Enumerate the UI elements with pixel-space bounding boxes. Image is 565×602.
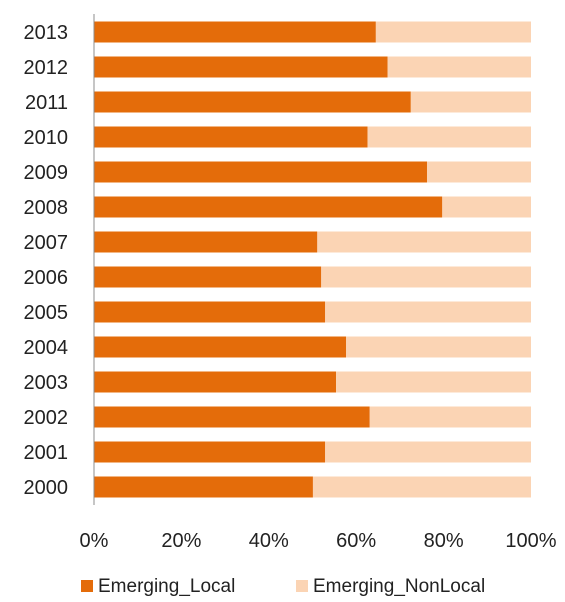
bars-layer: [94, 21, 531, 498]
bar-nonlocal-2003: [336, 371, 531, 393]
legend: Emerging_Local Emerging_NonLocal: [81, 576, 485, 597]
legend-swatch-nonlocal: [296, 580, 308, 592]
x-tick-label-5: 100%: [505, 530, 556, 552]
bar-local-2000: [94, 476, 313, 498]
y-tick-label-2009: 2009: [24, 162, 69, 184]
y-tick-label-2012: 2012: [24, 57, 69, 79]
y-tick-labels: 2013 2012 2011 2010 2009 2008 2007 2006 2005 2004…: [24, 22, 69, 499]
bar-local-2013: [94, 21, 376, 43]
x-tick-label-2: 40%: [249, 530, 289, 552]
x-tick-label-0: 0%: [80, 530, 109, 552]
bar-nonlocal-2007: [317, 231, 531, 253]
y-tick-label-2013: 2013: [24, 22, 69, 44]
bar-local-2008: [94, 196, 443, 218]
bar-nonlocal-2002: [369, 406, 531, 428]
bar-local-2010: [94, 126, 368, 148]
x-tick-label-1: 20%: [161, 530, 201, 552]
bar-nonlocal-2013: [375, 21, 531, 43]
y-tick-label-2002: 2002: [24, 407, 69, 429]
bar-local-2011: [94, 91, 411, 113]
bar-nonlocal-2005: [325, 301, 531, 323]
y-tick-label-2010: 2010: [24, 127, 69, 149]
y-tick-label-2007: 2007: [24, 232, 69, 254]
legend-label-nonlocal: Emerging_NonLocal: [313, 576, 485, 597]
bar-nonlocal-2009: [426, 161, 531, 183]
x-tick-label-3: 60%: [336, 530, 376, 552]
bar-nonlocal-2004: [346, 336, 531, 358]
legend-label-local: Emerging_Local: [98, 576, 235, 597]
bar-nonlocal-2000: [312, 476, 531, 498]
y-tick-label-2000: 2000: [24, 477, 69, 499]
bar-local-2003: [94, 371, 337, 393]
y-tick-label-2011: 2011: [25, 92, 68, 114]
y-tick-label-2004: 2004: [24, 337, 69, 359]
bar-local-2006: [94, 266, 322, 288]
bar-local-2002: [94, 406, 370, 428]
bar-nonlocal-2006: [321, 266, 531, 288]
y-tick-label-2008: 2008: [24, 197, 69, 219]
bar-nonlocal-2011: [410, 91, 531, 113]
legend-swatch-local: [81, 580, 93, 592]
bar-local-2004: [94, 336, 347, 358]
bar-local-2012: [94, 56, 388, 78]
y-tick-label-2003: 2003: [24, 372, 69, 394]
bar-nonlocal-2012: [387, 56, 531, 78]
x-tick-label-4: 80%: [424, 530, 464, 552]
y-tick-label-2005: 2005: [24, 302, 69, 324]
bar-local-2009: [94, 161, 427, 183]
bar-local-2001: [94, 441, 326, 463]
y-tick-label-2006: 2006: [24, 267, 69, 289]
bar-local-2005: [94, 301, 326, 323]
y-tick-label-2001: 2001: [24, 442, 69, 464]
bar-nonlocal-2008: [442, 196, 531, 218]
bar-nonlocal-2001: [325, 441, 531, 463]
x-tick-labels: 0% 20% 40% 60% 80% 100%: [80, 530, 557, 552]
bar-local-2007: [94, 231, 318, 253]
bar-nonlocal-2010: [367, 126, 531, 148]
